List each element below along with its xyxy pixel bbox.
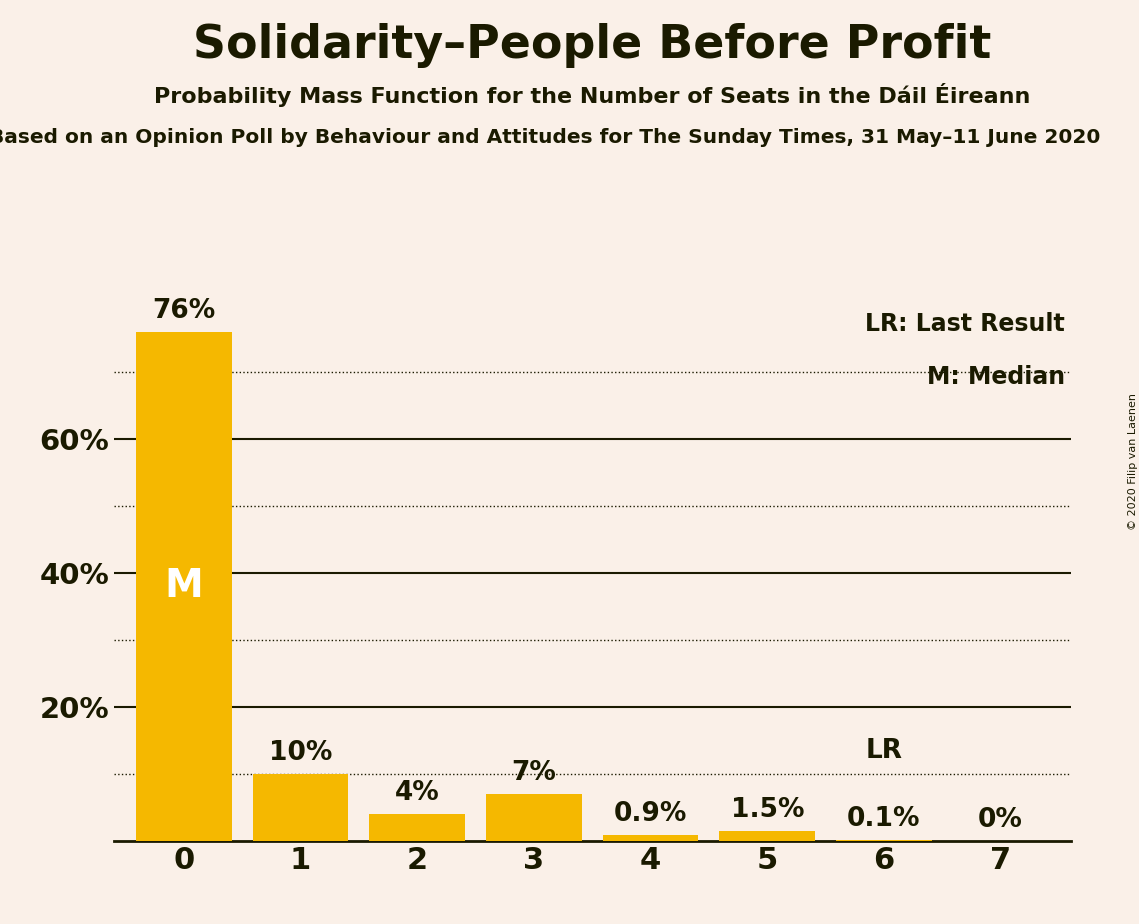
Text: 10%: 10% <box>269 740 333 766</box>
Text: 0.1%: 0.1% <box>847 806 920 833</box>
Text: M: M <box>164 567 203 605</box>
Text: Solidarity–People Before Profit: Solidarity–People Before Profit <box>194 23 991 68</box>
Bar <box>603 834 698 841</box>
Text: 0%: 0% <box>978 807 1023 833</box>
Bar <box>136 332 231 841</box>
Text: LR: LR <box>866 737 902 764</box>
Text: 7%: 7% <box>511 760 556 786</box>
Bar <box>720 831 816 841</box>
Text: 76%: 76% <box>153 298 215 323</box>
Text: M: Median: M: Median <box>927 365 1065 389</box>
Text: LR: Last Result: LR: Last Result <box>866 311 1065 335</box>
Text: © 2020 Filip van Laenen: © 2020 Filip van Laenen <box>1129 394 1138 530</box>
Bar <box>369 814 465 841</box>
Bar <box>486 794 582 841</box>
Text: 4%: 4% <box>395 780 440 806</box>
Text: Based on an Opinion Poll by Behaviour and Attitudes for The Sunday Times, 31 May: Based on an Opinion Poll by Behaviour an… <box>0 128 1100 147</box>
Text: Probability Mass Function for the Number of Seats in the Dáil Éireann: Probability Mass Function for the Number… <box>154 83 1031 107</box>
Text: 1.5%: 1.5% <box>730 796 804 822</box>
Bar <box>253 774 349 841</box>
Text: 0.9%: 0.9% <box>614 801 687 827</box>
